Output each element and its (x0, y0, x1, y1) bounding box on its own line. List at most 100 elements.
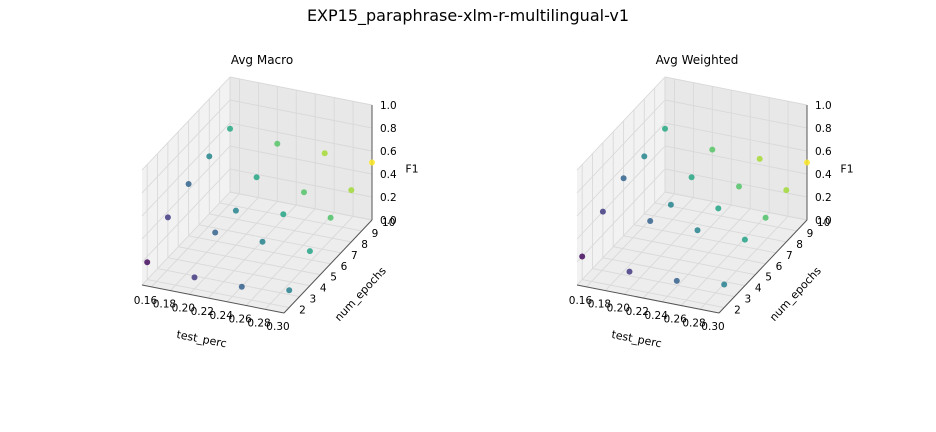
grid-line (582, 279, 725, 308)
z-tick-label: 0.6 (815, 146, 832, 158)
y-tick-label: 3 (745, 294, 752, 306)
grid-line (642, 204, 732, 299)
data-point (804, 159, 810, 166)
grid-line (605, 197, 694, 291)
x-axis-label: test_perc (610, 328, 662, 350)
z-tick-label: 1.0 (815, 100, 832, 112)
x-tick-label: 0.22 (191, 306, 214, 318)
grid-line (188, 235, 331, 265)
z-tick-label: 0.0 (815, 215, 832, 227)
z-tick-label: 0.8 (815, 123, 832, 135)
data-point (579, 253, 586, 260)
grid-line (576, 122, 666, 217)
floor-pane (577, 192, 807, 313)
grid-line (229, 76, 373, 106)
grid-line (141, 76, 231, 171)
x-tick-label: 0.20 (172, 302, 195, 314)
y-tick-label: 3 (310, 294, 317, 306)
grid-line (264, 215, 354, 310)
chart-panel-2: 0.160.180.200.220.240.260.280.30 23456789… (569, 53, 854, 350)
data-point (144, 259, 151, 266)
z-tick-label: 0.0 (380, 215, 397, 227)
grid-line (245, 212, 335, 306)
data-point (206, 153, 213, 160)
data-point (191, 274, 198, 281)
grid-line (699, 215, 789, 310)
data-point (741, 236, 748, 243)
y-tick-label: 2 (299, 305, 306, 317)
grid-line (602, 257, 745, 287)
y-axis-label: num_epochs (332, 264, 389, 324)
data-point (238, 283, 245, 290)
grid-line (229, 191, 373, 221)
grid-line (141, 145, 231, 240)
y-axis-line (718, 219, 808, 314)
data-point (227, 125, 233, 132)
grid-line (633, 224, 777, 254)
z-tick-label: 0.2 (815, 192, 832, 204)
grid-line (664, 99, 808, 129)
y-tick-label: 9 (807, 228, 814, 240)
grid-line (141, 99, 231, 194)
data-point (327, 214, 334, 221)
data-point (783, 187, 790, 194)
data-point (212, 229, 219, 236)
grid-line (141, 122, 231, 217)
data-point (253, 174, 260, 181)
grid-line (664, 168, 808, 198)
grid-line (198, 224, 342, 254)
floor-pane (142, 192, 372, 313)
grid-line (613, 246, 756, 276)
y-tick-label: 7 (786, 250, 793, 262)
x-tick-label: 0.16 (569, 295, 593, 307)
x-tick-label: 0.28 (247, 317, 270, 329)
data-point (641, 153, 648, 160)
chart-title: Avg Macro (231, 53, 293, 67)
data-point (688, 174, 695, 181)
x-tick-label: 0.18 (588, 299, 611, 311)
back-right-pane (230, 77, 372, 220)
x-axis-label: test_perc (175, 328, 227, 350)
z-tick-label: 0.4 (815, 169, 832, 181)
data-point (280, 211, 287, 218)
grid-line (576, 191, 666, 286)
y-tick-label: 4 (755, 283, 762, 295)
grid-line (207, 204, 297, 299)
x-tick-label: 0.26 (228, 314, 252, 326)
grid-line (592, 268, 735, 298)
y-tick-label: 9 (372, 228, 379, 240)
data-point (647, 218, 654, 224)
z-tick-label: 1.0 (380, 100, 397, 112)
data-point (709, 146, 716, 153)
data-point (756, 155, 763, 162)
data-point (321, 150, 328, 157)
data-point (736, 183, 742, 190)
data-point (185, 181, 192, 187)
data-point (662, 125, 668, 132)
x-tick-label: 0.26 (663, 314, 687, 326)
data-point (721, 281, 728, 288)
back-left-pane (577, 77, 665, 285)
z-tick-label: 0.8 (380, 123, 397, 135)
x-axis-line (141, 284, 285, 314)
grid-line (147, 279, 290, 308)
grid-line (229, 122, 373, 152)
data-point (306, 248, 313, 255)
grid-line (141, 168, 231, 263)
data-point (348, 187, 355, 194)
x-tick-label: 0.24 (210, 310, 234, 322)
z-tick-label: 0.2 (380, 192, 397, 204)
data-point (762, 214, 769, 221)
data-point (620, 175, 627, 182)
x-tick-label: 0.30 (701, 321, 724, 333)
z-tick-label: 0.4 (380, 169, 397, 181)
back-right-pane (665, 77, 807, 220)
y-tick-label: 4 (320, 283, 327, 295)
data-point (164, 214, 171, 221)
grid-line (141, 191, 231, 286)
grid-line (576, 168, 666, 263)
grid-line (664, 76, 808, 106)
data-point (694, 227, 701, 234)
